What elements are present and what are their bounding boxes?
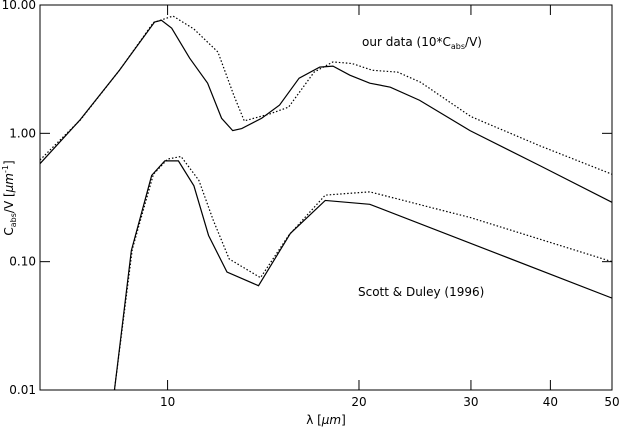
x-tick-label: 30 [463,395,478,409]
data-line [40,15,612,175]
y-label-part: ] [2,160,16,165]
x-label-part: λ [ [306,413,322,427]
x-label-part: ] [341,413,346,427]
x-label-part: μm [321,413,341,427]
y-label-part: μm [2,173,16,193]
x-tick-label: 50 [604,395,619,409]
y-tick-label: 0.01 [9,383,36,397]
y-axis-label: Cabs/V [μm-1] [1,160,18,235]
y-tick-label: 0.10 [9,255,36,269]
annotation-part: /V) [465,35,482,49]
y-label-part: abs [9,213,18,227]
y-tick-label: 1.00 [9,126,36,140]
data-line [113,155,612,390]
plot-frame [39,4,613,391]
annotation-part: our data (10*C [362,35,451,49]
x-tick-label: 20 [351,395,366,409]
data-line [40,19,612,203]
y-label-part: /V [ [2,192,16,213]
y-label-part: C [2,227,16,235]
annotation-part: Scott & Duley (1996) [358,285,484,299]
annotation: our data (10*Cabs/V) [362,35,482,51]
x-tick-label: 40 [543,395,558,409]
x-tick-label: 10 [160,395,175,409]
annotation: Scott & Duley (1996) [358,285,484,299]
y-tick-label: 10.00 [2,0,36,12]
y-label-part: -1 [1,165,10,173]
x-axis-label: λ [μm] [306,413,346,427]
data-line [113,160,612,390]
annotation-part: abs [451,42,465,51]
